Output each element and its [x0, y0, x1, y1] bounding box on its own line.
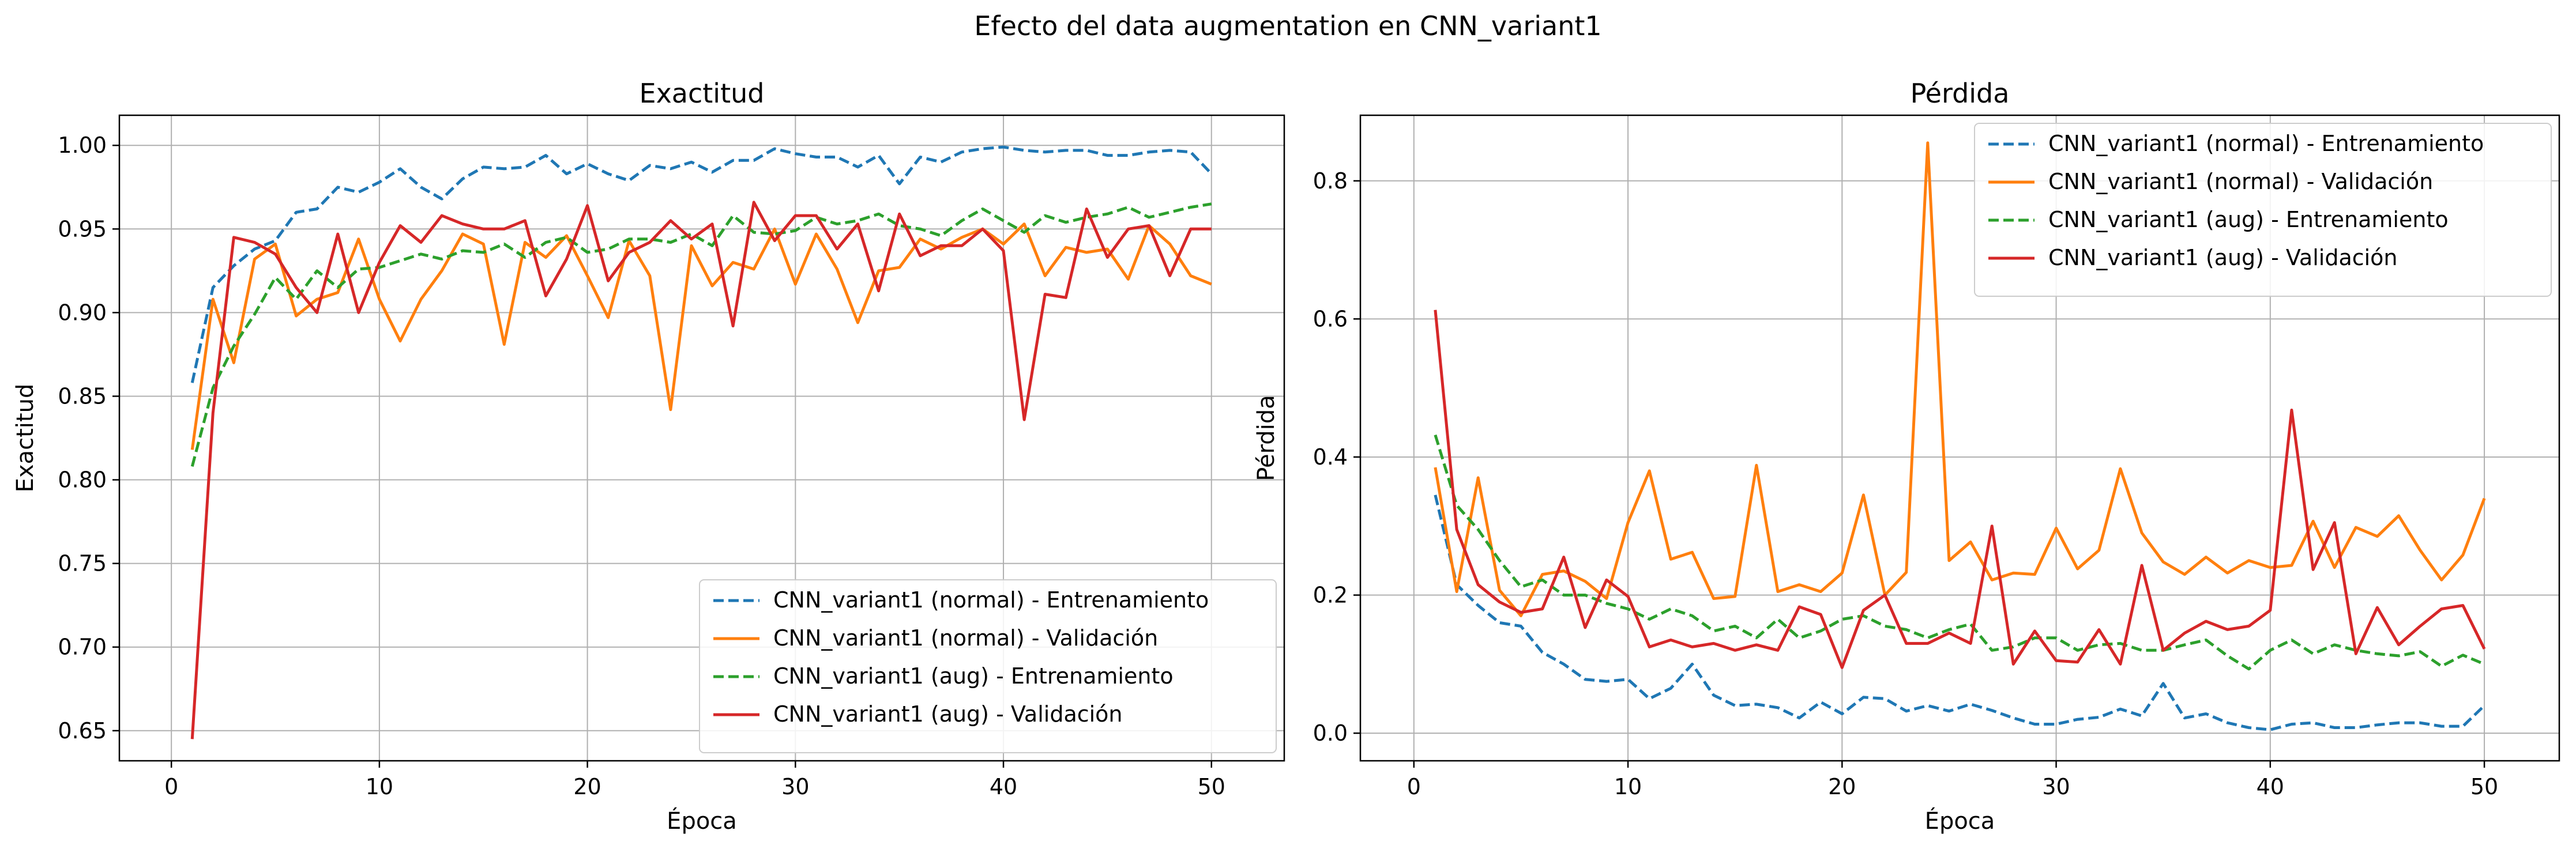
axes-frame — [118, 114, 1285, 762]
x-tick-label: 40 — [2257, 774, 2284, 799]
accuracy-panel: 0 10 20 30 40 50 0.65 0.70 0.75 0.80 0.85 0.90 0.95 1… — [12, 78, 1285, 835]
legend: CNN_variant1 (normal) - Entrenamiento CNN… — [699, 579, 1277, 753]
y-tick-label: 0.80 — [58, 467, 107, 493]
x-tick-label: 20 — [573, 774, 601, 799]
x-tick-label: 50 — [1198, 774, 1225, 799]
legend-label-0: CNN_variant1 (normal) - Entrenamiento — [2048, 131, 2484, 156]
y-tick-label: 0.8 — [1313, 168, 1348, 194]
y-tick-label: 0.70 — [58, 635, 107, 660]
series-line-2 — [190, 202, 1212, 467]
x-tick-label: 10 — [366, 774, 393, 799]
x-tick-label: 40 — [990, 774, 1017, 799]
x-tick-label: 30 — [2042, 774, 2070, 799]
axes-title: Pérdida — [1911, 78, 2010, 109]
y-axis-label: Pérdida — [1253, 395, 1280, 481]
x-tick-label: 30 — [781, 774, 809, 799]
legend-label-3: CNN_variant1 (aug) - Validación — [2048, 245, 2398, 270]
x-tick-label: 10 — [1614, 774, 1642, 799]
x-tick-label: 0 — [164, 774, 178, 799]
legend-label-0: CNN_variant1 (normal) - Entrenamiento — [773, 587, 1209, 613]
y-tick-label: 1.00 — [58, 133, 107, 158]
y-tick-label: 0.2 — [1313, 583, 1348, 608]
y-tick-label: 0.75 — [58, 551, 107, 576]
x-tick-label: 20 — [1828, 774, 1856, 799]
series-line-3 — [190, 201, 1212, 739]
legend-label-3: CNN_variant1 (aug) - Validación — [773, 701, 1123, 727]
series-line-0 — [1434, 495, 2485, 731]
x-axis-label: Época — [1925, 807, 1995, 835]
series-line-3 — [1434, 310, 2486, 669]
legend-box — [699, 579, 1277, 753]
y-tick-label: 0.90 — [58, 300, 107, 325]
axes-frame — [1359, 114, 2560, 762]
series-line-0 — [190, 145, 1213, 383]
y-tick-label: 0.0 — [1313, 720, 1348, 746]
figure-suptitle: Efecto del data augmentation en CNN_vari… — [974, 10, 1602, 41]
y-axis-label: Exactitud — [12, 384, 39, 493]
legend-label-1: CNN_variant1 (normal) - Validación — [2048, 169, 2433, 194]
legend-label-2: CNN_variant1 (aug) - Entrenamiento — [773, 663, 1174, 689]
loss-panel: 0 10 20 30 40 50 0.0 0.2 0.4 0.6 0.8 Pérdida Época Pé… — [1253, 78, 2560, 835]
series-line-2 — [1434, 434, 2485, 671]
y-tick-label: 0.95 — [58, 216, 107, 241]
series-line-1 — [1434, 141, 2486, 617]
axes-title: Exactitud — [640, 78, 765, 109]
x-tick-label: 50 — [2470, 774, 2498, 799]
legend-box — [1974, 123, 2552, 297]
y-tick-label: 0.85 — [58, 383, 107, 409]
y-tick-label: 0.65 — [58, 718, 107, 743]
y-tick-label: 0.6 — [1313, 306, 1348, 331]
legend-label-1: CNN_variant1 (normal) - Validación — [773, 625, 1158, 651]
legend-label-2: CNN_variant1 (aug) - Entrenamiento — [2048, 207, 2449, 232]
y-tick-label: 0.4 — [1313, 444, 1348, 470]
legend: CNN_variant1 (normal) - Entrenamiento CNN… — [1974, 123, 2552, 297]
series-line-1 — [190, 222, 1212, 450]
x-axis-label: Época — [667, 807, 737, 835]
x-tick-label: 0 — [1407, 774, 1421, 799]
